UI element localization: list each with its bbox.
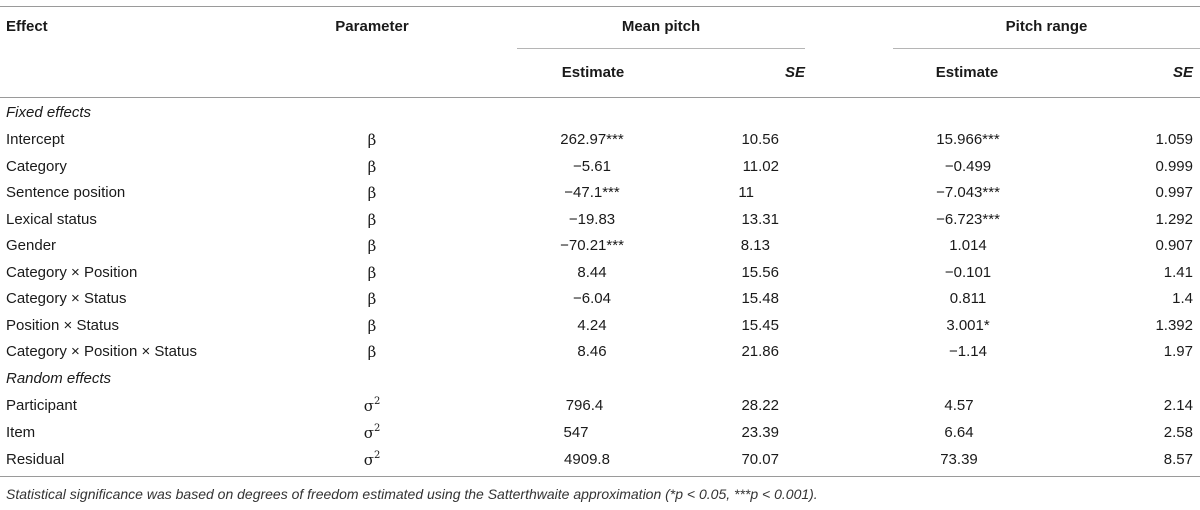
table-row-mp-se: 28.22 <box>741 397 779 414</box>
sigma-symbol: σ <box>363 397 374 415</box>
table-row-pr-estimate: 73.39 <box>940 451 978 468</box>
table-row-mp-estimate: −6.04 <box>573 290 611 307</box>
table-row-mp-se: 23.39 <box>741 424 779 441</box>
table-row-parameter: σ2 <box>314 450 430 470</box>
mean-pitch-spanner-rule <box>517 48 805 49</box>
table-row-mp-se: 15.56 <box>741 264 779 281</box>
table-row-pr-se: 0.997 <box>1155 184 1193 201</box>
table-row-pr-estimate: −7.043*** <box>936 184 1000 201</box>
header-mp-estimate: Estimate <box>561 64 625 81</box>
table-row-mp-estimate: −19.83 <box>568 211 616 228</box>
table-row-mp-se: 15.48 <box>741 290 779 307</box>
table-row-parameter: β <box>367 184 377 202</box>
header-pr-se: SE <box>1172 64 1193 81</box>
superscript-two: 2 <box>373 423 381 434</box>
table-bottom-rule <box>0 476 1200 477</box>
table-row-pr-se: 2.58 <box>1163 424 1193 441</box>
table-top-rule <box>0 6 1200 7</box>
header-bottom-rule <box>0 97 1200 98</box>
table-row-pr-estimate: −1.14 <box>949 343 987 360</box>
table-row-pr-se: 0.999 <box>1155 158 1193 175</box>
table-row-effect: Intercept <box>6 131 65 148</box>
table-row-parameter: β <box>367 317 377 335</box>
header-pitch-range: Pitch range <box>1005 18 1088 35</box>
table-row-parameter: β <box>367 237 377 255</box>
table-row-mp-estimate: 4.24 <box>577 317 607 334</box>
header-effect: Effect <box>6 18 48 35</box>
table-row-pr-se: 2.14 <box>1163 397 1193 414</box>
table-row-mp-se: 15.45 <box>741 317 779 334</box>
table-row-mp-se: 11 <box>738 184 754 201</box>
superscript-two: 2 <box>373 396 381 407</box>
table-row-pr-estimate: 15.966*** <box>936 131 1000 148</box>
header-mp-se: SE <box>784 64 805 81</box>
header-mean-pitch: Mean pitch <box>621 18 701 35</box>
table-row-parameter: β <box>367 131 377 149</box>
table-row-mp-estimate: −5.61 <box>573 158 611 175</box>
table-row-parameter: β <box>367 264 377 282</box>
table-row-pr-estimate: 4.57 <box>944 397 974 414</box>
table-row-effect: Category <box>6 158 67 175</box>
table-row-effect: Sentence position <box>6 184 126 201</box>
table-row-parameter: β <box>367 211 377 229</box>
table-row-effect: Item <box>6 424 36 441</box>
superscript-two: 2 <box>373 450 381 461</box>
table-row-pr-estimate: 3.001* <box>946 317 990 334</box>
section-random-effects: Random effects <box>6 370 112 387</box>
table-row-pr-se: 1.41 <box>1163 264 1193 281</box>
table-row-pr-estimate: −6.723*** <box>936 211 1000 228</box>
table-row-pr-estimate: −0.499 <box>944 158 992 175</box>
table-row-effect: Participant <box>6 397 77 414</box>
table-row-mp-se: 70.07 <box>741 451 779 468</box>
table-row-mp-se: 10.56 <box>741 131 779 148</box>
table-footnote: Statistical significance was based on de… <box>6 486 818 502</box>
table-row-effect: Lexical status <box>6 211 97 228</box>
table-row-mp-estimate: 262.97*** <box>560 131 624 148</box>
table-row-pr-se: 1.059 <box>1155 131 1193 148</box>
table-row-pr-estimate: 1.014 <box>949 237 987 254</box>
header-parameter: Parameter <box>335 18 409 35</box>
table-row-mp-estimate: 4909.8 <box>564 451 610 468</box>
table-row-parameter: σ2 <box>314 396 430 416</box>
table-row-parameter: β <box>367 158 377 176</box>
table-row-effect: Category × Status <box>6 290 127 307</box>
table-row-pr-se: 0.907 <box>1155 237 1193 254</box>
table-row-mp-se: 11.02 <box>742 158 779 175</box>
table-row-mp-estimate: 796.4 <box>565 397 604 414</box>
table-row-mp-se: 13.31 <box>741 211 779 228</box>
table-row-pr-se: 1.4 <box>1172 290 1193 307</box>
table-row-pr-se: 8.57 <box>1163 451 1193 468</box>
table-row-effect: Gender <box>6 237 57 254</box>
table-row-pr-se: 1.392 <box>1155 317 1193 334</box>
table-row-effect: Category × Position × Status <box>6 343 197 360</box>
table-row-effect: Position × Status <box>6 317 119 334</box>
table-row-mp-estimate: 547 <box>563 424 589 441</box>
table-row-pr-estimate: 0.811 <box>949 290 987 307</box>
header-pr-estimate: Estimate <box>935 64 999 81</box>
table-row-effect: Category × Position <box>6 264 138 281</box>
table-row-parameter: β <box>367 290 377 308</box>
table-row-pr-se: 1.97 <box>1163 343 1193 360</box>
sigma-symbol: σ <box>363 451 374 469</box>
table-row-parameter: σ2 <box>314 423 430 443</box>
table-row-mp-estimate: 8.44 <box>577 264 607 281</box>
table-row-parameter: β <box>367 343 377 361</box>
table-row-pr-estimate: 6.64 <box>944 424 974 441</box>
table-row-mp-se: 8.13 <box>740 237 770 254</box>
section-fixed-effects: Fixed effects <box>6 104 92 121</box>
table-row-pr-se: 1.292 <box>1155 211 1193 228</box>
table-row-mp-estimate: −70.21*** <box>560 237 624 254</box>
pitch-range-spanner-rule <box>893 48 1200 49</box>
table-row-pr-estimate: −0.101 <box>944 264 992 281</box>
table-row-mp-estimate: 8.46 <box>577 343 607 360</box>
table-row-mp-se: 21.86 <box>741 343 779 360</box>
table-row-effect: Residual <box>6 451 65 468</box>
sigma-symbol: σ <box>363 424 374 442</box>
table-row-mp-estimate: −47.1*** <box>564 184 620 201</box>
